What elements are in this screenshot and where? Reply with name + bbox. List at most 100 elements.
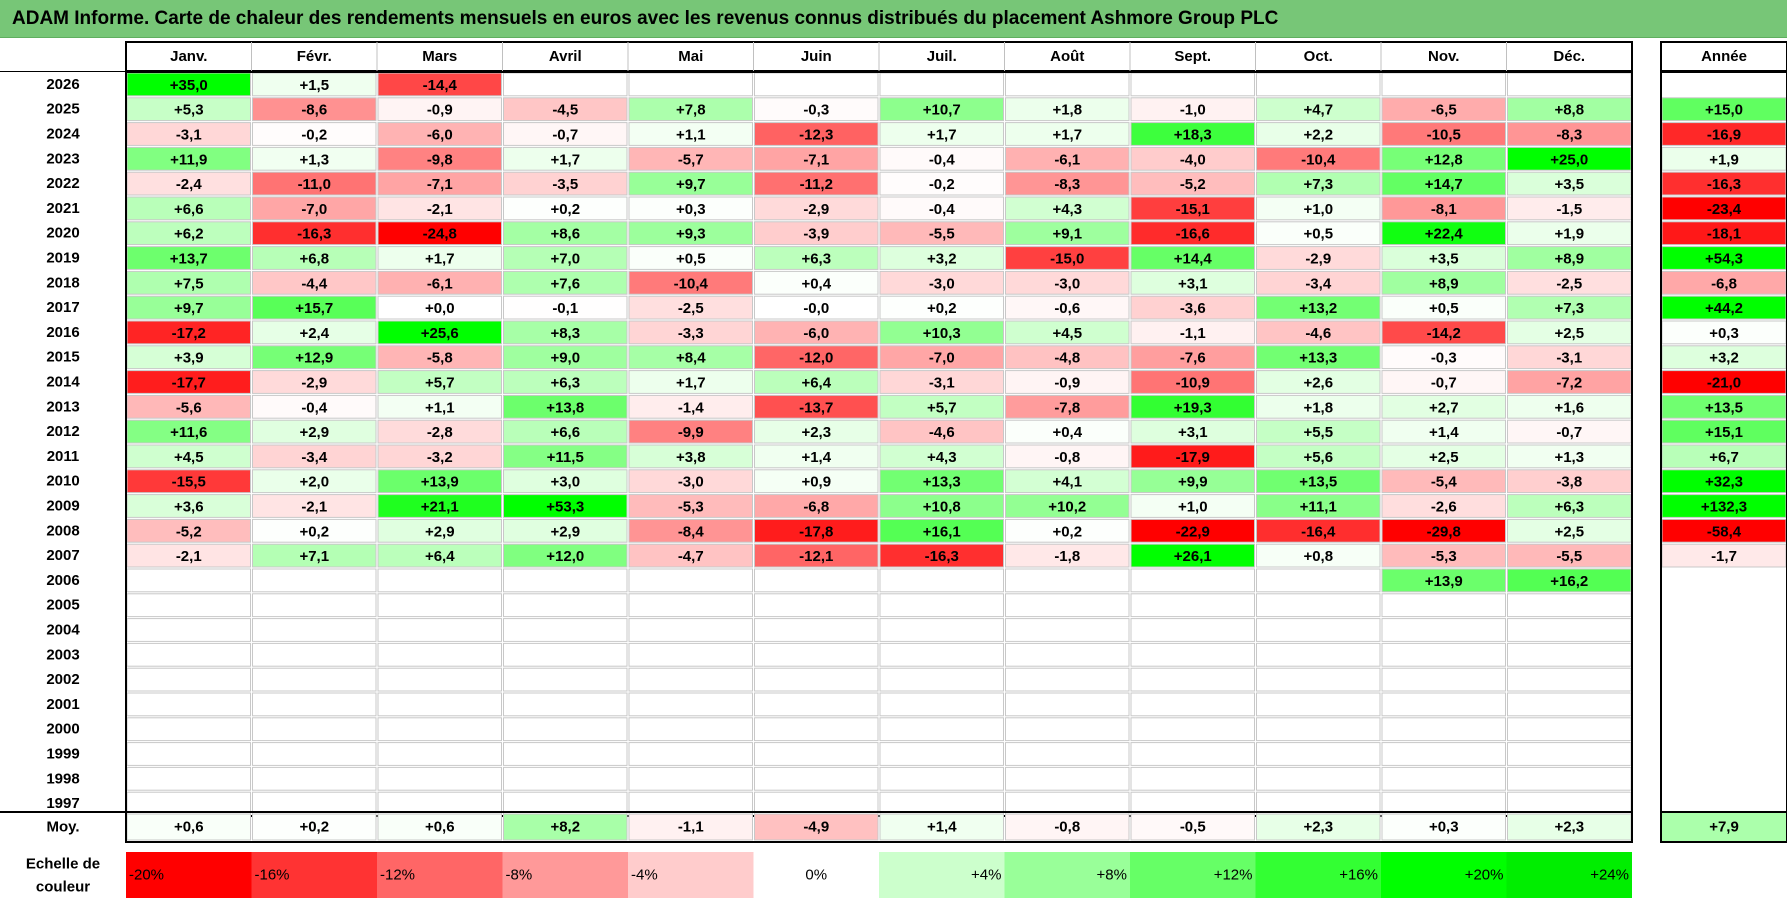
scale-swatch <box>1255 852 1381 898</box>
heatmap-cell <box>754 320 879 345</box>
heatmap-cell <box>1256 394 1381 419</box>
cell-value-label: -4,7 <box>678 548 704 565</box>
heatmap-cell <box>1005 717 1130 742</box>
cell-value-label: -2,5 <box>1556 275 1582 292</box>
heatmap-cell <box>377 593 502 618</box>
cell-value-label: +25,0 <box>1550 151 1588 168</box>
cell-value-label: +9,0 <box>550 350 580 367</box>
cell-value-label: +10,3 <box>923 325 961 342</box>
heatmap-cell <box>1381 568 1506 593</box>
cell-value-label: +5,5 <box>1303 424 1333 441</box>
heatmap-cell <box>754 692 879 717</box>
heatmap-cell <box>1130 494 1255 518</box>
cell-value-label: -16,6 <box>1176 226 1210 243</box>
heatmap-cell <box>503 494 628 518</box>
cell-value-label: +9,7 <box>676 176 706 193</box>
heatmap-cell <box>126 667 251 692</box>
cell-value-label: +2,6 <box>1303 375 1333 392</box>
heatmap-cell <box>1256 370 1381 394</box>
heatmap-cell <box>1256 444 1381 469</box>
cell-value-label: +13,3 <box>1299 350 1337 367</box>
heatmap-cell <box>628 494 753 518</box>
heatmap-cell <box>754 742 879 766</box>
heatmap-cell <box>1005 692 1130 717</box>
heatmap-cell <box>252 518 377 543</box>
heatmap-cell <box>252 246 377 270</box>
cell-value-label: +9,9 <box>1178 474 1208 491</box>
cell-value-label: +2,5 <box>1554 523 1584 540</box>
annual-value-label: -21,0 <box>1707 375 1741 392</box>
month-header-label: Mars <box>422 48 457 65</box>
cell-value-label: -3,5 <box>552 176 578 193</box>
heatmap-cell <box>1256 742 1381 766</box>
cell-value-label: -2,4 <box>176 176 203 193</box>
scale-swatch <box>502 852 628 898</box>
cell-value-label: +0,4 <box>801 275 831 292</box>
cell-value-label: -5,2 <box>176 523 202 540</box>
heatmap-cell <box>754 642 879 667</box>
cell-value-label: +53,3 <box>546 499 584 516</box>
heatmap-cell <box>879 692 1004 717</box>
average-cell <box>126 813 251 841</box>
heatmap-cell <box>503 692 628 717</box>
heatmap-cell <box>879 171 1004 196</box>
cell-value-label: +10,7 <box>923 102 961 119</box>
scale-label-line: couleur <box>36 879 90 896</box>
row-year-label: 2019 <box>46 250 79 267</box>
cell-value-label: -10,5 <box>1427 127 1461 144</box>
heatmap-cell <box>1130 692 1255 717</box>
average-value-label: -0,8 <box>1054 819 1080 836</box>
heatmap-cell <box>1005 221 1130 246</box>
heatmap-cell <box>1005 469 1130 494</box>
heatmap-cell <box>879 146 1004 171</box>
cell-value-label: -0,0 <box>803 300 829 317</box>
cell-value-label: +8,4 <box>676 350 706 367</box>
heatmap-cell <box>252 122 377 146</box>
cell-value-label: -6,1 <box>427 275 453 292</box>
row-year-label: 2010 <box>46 473 79 490</box>
heatmap-cell <box>628 370 753 394</box>
scale-step-label: +12% <box>1214 867 1253 884</box>
cell-value-label: +5,7 <box>425 375 455 392</box>
heatmap-cell <box>1256 270 1381 295</box>
heatmap-cell <box>252 394 377 419</box>
heatmap-cell <box>628 171 753 196</box>
heatmap-cell <box>1130 370 1255 394</box>
heatmap-cell <box>1130 394 1255 419</box>
row-year-label: 2002 <box>46 671 79 688</box>
average-cell <box>503 813 628 841</box>
cell-value-label: -4,0 <box>1180 151 1206 168</box>
cell-value-label: -8,3 <box>1556 127 1582 144</box>
cell-value-label: +1,8 <box>1052 102 1082 119</box>
heatmap-cell <box>879 97 1004 122</box>
heatmap-cell <box>1381 97 1506 122</box>
heatmap-cell <box>1130 717 1255 742</box>
scale-swatch <box>1130 852 1256 898</box>
cell-value-label: +1,7 <box>927 127 957 144</box>
heatmap-cell <box>1130 221 1255 246</box>
cell-value-label: +1,7 <box>550 151 580 168</box>
average-cell <box>1256 813 1381 841</box>
heatmap-cell <box>1381 742 1506 766</box>
main-grid-frame <box>125 71 1633 817</box>
cell-value-label: -16,3 <box>925 548 959 565</box>
annual-value-label: +0,3 <box>1709 325 1739 342</box>
cell-value-label: +1,7 <box>1052 127 1082 144</box>
cell-value-label: -12,0 <box>799 350 833 367</box>
cell-value-label: +13,2 <box>1299 300 1337 317</box>
heatmap-cell <box>1256 246 1381 270</box>
heatmap-cell <box>252 593 377 618</box>
cell-value-label: -0,3 <box>803 102 829 119</box>
heatmap-cell <box>754 543 879 568</box>
heatmap-cell <box>1005 97 1130 122</box>
annual-value-label: +13,5 <box>1705 399 1743 416</box>
heatmap-cell <box>252 444 377 469</box>
heatmap-cell <box>1507 593 1632 618</box>
cell-value-label: -13,7 <box>799 399 833 416</box>
heatmap-cell <box>252 196 377 221</box>
heatmap-cell <box>628 766 753 791</box>
heatmap-cell <box>1005 742 1130 766</box>
heatmap-cell <box>1130 766 1255 791</box>
annual-cell <box>1662 643 1786 667</box>
scale-step-label: -4% <box>631 867 658 884</box>
